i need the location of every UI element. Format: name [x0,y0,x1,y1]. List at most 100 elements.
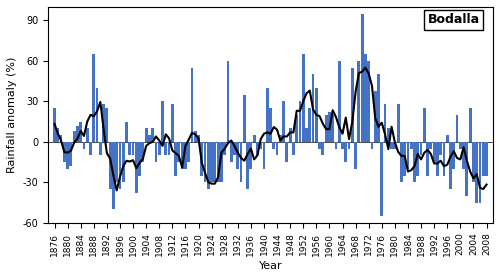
Bar [135,142,138,193]
Bar [197,135,200,142]
Bar [462,142,465,169]
Bar [99,142,102,155]
Bar [246,142,249,189]
Bar [286,142,288,162]
Bar [224,142,226,155]
Bar [449,142,452,189]
Bar [364,54,367,142]
Bar [233,142,236,155]
Bar [308,108,311,142]
Bar [456,115,458,142]
Bar [430,142,432,148]
Bar [485,142,488,176]
Bar [332,115,334,142]
Text: Bodalla: Bodalla [428,13,480,26]
Bar [298,101,302,142]
Bar [210,142,213,182]
Bar [145,128,148,142]
Bar [325,115,328,142]
Bar [178,142,180,162]
Bar [384,104,386,142]
Bar [226,61,230,142]
X-axis label: Year: Year [258,261,282,271]
Bar [406,142,410,169]
Bar [148,135,151,142]
Bar [292,142,295,155]
Bar [240,142,242,182]
Bar [53,108,56,142]
Bar [161,101,164,142]
Bar [60,135,62,142]
Bar [416,142,419,176]
Bar [174,142,177,176]
Bar [433,142,436,162]
Bar [194,131,196,142]
Bar [361,14,364,142]
Bar [302,54,304,142]
Bar [118,142,122,189]
Bar [318,142,321,148]
Bar [152,128,154,142]
Bar [276,142,278,155]
Bar [92,54,95,142]
Bar [184,142,187,169]
Bar [397,104,400,142]
Bar [476,142,478,203]
Bar [377,75,380,142]
Bar [442,142,446,176]
Bar [200,142,203,176]
Bar [230,142,232,162]
Bar [102,104,105,142]
Bar [204,142,206,182]
Bar [368,61,370,142]
Bar [315,88,318,142]
Bar [446,135,448,142]
Bar [452,142,455,169]
Bar [217,142,220,182]
Bar [125,121,128,142]
Bar [354,142,357,169]
Bar [164,142,167,155]
Bar [410,142,412,148]
Bar [400,142,403,182]
Bar [404,142,406,176]
Bar [243,95,246,142]
Bar [387,128,390,142]
Bar [482,142,484,176]
Bar [112,142,115,209]
Bar [312,75,314,142]
Bar [413,142,416,182]
Bar [207,142,210,189]
Bar [351,68,354,142]
Bar [322,142,324,155]
Bar [266,88,268,142]
Bar [459,142,462,148]
Bar [370,142,374,148]
Bar [76,126,79,142]
Bar [426,142,429,176]
Bar [341,142,344,148]
Bar [220,142,223,182]
Bar [106,108,108,142]
Bar [214,142,216,182]
Bar [80,121,82,142]
Bar [109,142,112,189]
Bar [122,142,124,182]
Bar [269,108,272,142]
Bar [56,128,59,142]
Bar [478,142,482,203]
Bar [420,142,422,155]
Bar [334,142,338,148]
Bar [190,68,194,142]
Bar [262,142,266,169]
Bar [338,61,340,142]
Bar [394,142,396,148]
Bar [328,112,331,142]
Bar [70,142,72,166]
Bar [96,88,98,142]
Bar [181,142,184,169]
Bar [436,142,439,176]
Bar [86,128,88,142]
Bar [260,142,262,148]
Bar [305,128,308,142]
